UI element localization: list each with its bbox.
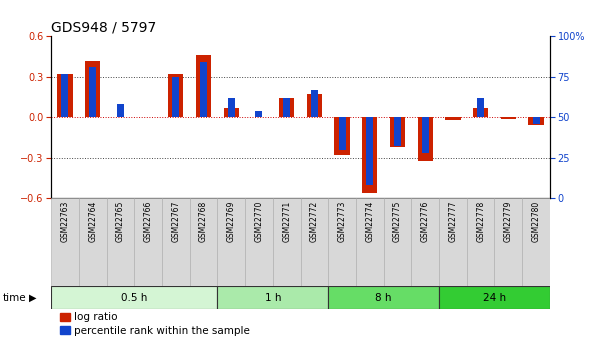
Bar: [311, 90, 318, 117]
Text: GSM22769: GSM22769: [227, 201, 236, 243]
Text: 0.5 h: 0.5 h: [121, 293, 147, 303]
Bar: [134, 198, 162, 286]
Bar: [328, 198, 356, 286]
Text: GSM22772: GSM22772: [310, 201, 319, 242]
Bar: [307, 94, 322, 117]
Text: GSM22763: GSM22763: [61, 201, 70, 243]
Bar: [61, 73, 69, 117]
Bar: [273, 198, 300, 286]
Text: GSM22775: GSM22775: [393, 201, 402, 243]
Bar: [418, 117, 433, 160]
Bar: [190, 198, 218, 286]
Text: GSM22765: GSM22765: [116, 201, 125, 243]
Bar: [106, 198, 134, 286]
Bar: [279, 98, 294, 117]
Bar: [300, 198, 328, 286]
Text: ▶: ▶: [29, 293, 36, 303]
Bar: [367, 117, 373, 185]
Bar: [218, 286, 328, 309]
Text: GSM22780: GSM22780: [531, 201, 540, 242]
Bar: [172, 77, 179, 117]
Bar: [89, 67, 96, 117]
Bar: [168, 74, 183, 117]
Bar: [79, 198, 106, 286]
Bar: [228, 98, 234, 117]
Text: GSM22778: GSM22778: [476, 201, 485, 242]
Bar: [477, 98, 484, 117]
Bar: [394, 117, 401, 147]
Bar: [328, 286, 439, 309]
Bar: [356, 198, 383, 286]
Bar: [528, 117, 544, 125]
Bar: [57, 74, 73, 117]
Bar: [522, 198, 550, 286]
Text: GDS948 / 5797: GDS948 / 5797: [51, 20, 156, 34]
Bar: [383, 198, 411, 286]
Text: GSM22764: GSM22764: [88, 201, 97, 243]
Text: GSM22768: GSM22768: [199, 201, 208, 242]
Text: time: time: [3, 293, 26, 303]
Text: GSM22777: GSM22777: [448, 201, 457, 243]
Text: 24 h: 24 h: [483, 293, 506, 303]
Legend: log ratio, percentile rank within the sample: log ratio, percentile rank within the sa…: [56, 308, 254, 340]
Bar: [362, 117, 377, 193]
Text: 8 h: 8 h: [376, 293, 392, 303]
Bar: [473, 108, 488, 117]
Bar: [85, 60, 100, 117]
Bar: [411, 198, 439, 286]
Bar: [218, 198, 245, 286]
Bar: [390, 117, 405, 147]
Text: 1 h: 1 h: [264, 293, 281, 303]
Bar: [495, 198, 522, 286]
Bar: [255, 111, 263, 117]
Bar: [224, 108, 239, 117]
Bar: [117, 104, 124, 117]
Bar: [200, 62, 207, 117]
Bar: [338, 117, 346, 150]
Text: GSM22776: GSM22776: [421, 201, 430, 243]
Text: GSM22766: GSM22766: [144, 201, 153, 243]
Bar: [467, 198, 495, 286]
Bar: [439, 286, 550, 309]
Text: GSM22767: GSM22767: [171, 201, 180, 243]
Bar: [196, 55, 211, 117]
Bar: [501, 117, 516, 119]
Text: GSM22771: GSM22771: [282, 201, 291, 242]
Bar: [445, 117, 460, 120]
Bar: [51, 198, 79, 286]
Text: GSM22779: GSM22779: [504, 201, 513, 243]
Text: GSM22770: GSM22770: [254, 201, 263, 243]
Bar: [439, 198, 467, 286]
Bar: [422, 117, 429, 153]
Bar: [283, 98, 290, 117]
Text: GSM22773: GSM22773: [338, 201, 347, 243]
Text: GSM22774: GSM22774: [365, 201, 374, 243]
Bar: [334, 117, 350, 155]
Bar: [245, 198, 273, 286]
Bar: [532, 117, 540, 124]
Bar: [51, 286, 218, 309]
Bar: [162, 198, 190, 286]
